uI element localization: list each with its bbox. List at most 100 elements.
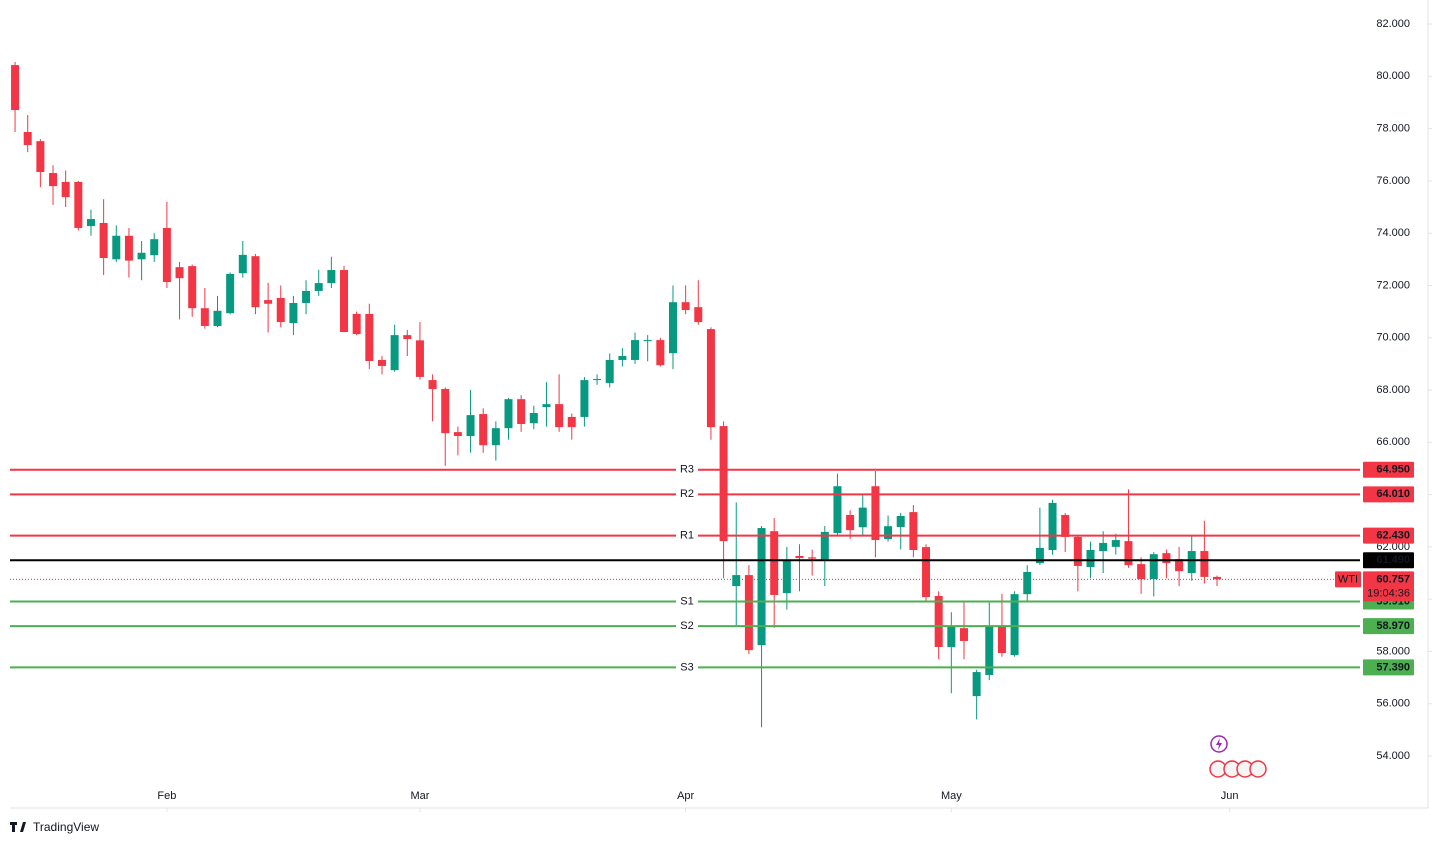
- candle-body: [1200, 551, 1209, 577]
- candle-body: [428, 380, 437, 389]
- candle-body: [997, 626, 1006, 653]
- candle-body: [567, 416, 576, 428]
- candle-body: [732, 575, 741, 587]
- candle-body: [808, 557, 817, 559]
- flag-icon: [1249, 760, 1267, 778]
- x-tick-label: Jun: [1221, 790, 1239, 802]
- candle-body: [643, 340, 652, 342]
- level-name: R2: [680, 488, 694, 500]
- candle-body: [706, 329, 715, 428]
- candle-body: [504, 399, 513, 429]
- y-tick-label: 80.000: [1376, 70, 1410, 82]
- level-name: R3: [680, 464, 694, 476]
- candle-body: [491, 428, 500, 446]
- candle-body: [605, 359, 614, 383]
- level-name-bg: [676, 487, 698, 501]
- candle-body: [871, 486, 880, 541]
- candle-body: [150, 239, 159, 256]
- logo-icon: [10, 822, 26, 832]
- last-name: WTI: [1338, 573, 1358, 585]
- candle-body: [934, 596, 943, 647]
- candle-body: [618, 356, 627, 360]
- candle-body: [175, 267, 184, 279]
- watermark: TradingView: [33, 820, 99, 834]
- candle-body: [833, 486, 842, 534]
- candle-body: [466, 415, 475, 437]
- candle-body: [124, 235, 133, 261]
- candle-body: [1137, 564, 1146, 580]
- candle-body: [390, 335, 399, 371]
- candle-body: [340, 270, 349, 332]
- level-name: R1: [680, 530, 694, 542]
- level-label: 61.490: [1376, 554, 1410, 566]
- candle-body: [23, 132, 32, 146]
- candle-body: [1073, 536, 1082, 566]
- y-tick-label: 54.000: [1376, 750, 1410, 762]
- y-tick-label: 68.000: [1376, 384, 1410, 396]
- candle-body: [922, 547, 931, 598]
- level-label-bg: [1363, 461, 1414, 478]
- candle-body: [365, 313, 374, 361]
- y-tick-label: 72.000: [1376, 279, 1410, 291]
- level-name-bg: [676, 594, 698, 608]
- candle-body: [1048, 502, 1057, 550]
- candle-body: [441, 388, 450, 434]
- event-icons: [1209, 735, 1267, 778]
- last-label-bg: [1363, 571, 1414, 602]
- level-name-bg: [676, 619, 698, 633]
- candle-body: [327, 270, 336, 284]
- candle-body: [11, 65, 20, 111]
- candle-body: [302, 290, 311, 303]
- y-tick-label: 76.000: [1376, 175, 1410, 187]
- candle-body: [668, 302, 677, 354]
- candle-body: [542, 404, 551, 408]
- candle-body: [1086, 549, 1095, 567]
- level-label: 62.430: [1376, 530, 1410, 542]
- candle-body: [453, 432, 462, 437]
- candle-body: [226, 273, 235, 314]
- event-icon: [1216, 738, 1222, 750]
- candle-body: [959, 628, 968, 641]
- y-tick-label: 62.000: [1376, 541, 1410, 553]
- candle-body: [846, 514, 855, 531]
- candle-body: [86, 219, 95, 227]
- candle-body: [112, 235, 121, 260]
- candle-body: [1213, 576, 1222, 580]
- candle-body: [479, 414, 488, 446]
- candle-body: [985, 626, 994, 675]
- candle-body: [1061, 514, 1070, 537]
- x-tick-label: Apr: [677, 790, 694, 802]
- candle-body: [74, 181, 83, 228]
- candle-body: [555, 404, 564, 428]
- last-name-bg: [1335, 571, 1361, 588]
- candle-body: [631, 340, 640, 360]
- candle-body: [36, 141, 45, 173]
- level-label: 64.950: [1376, 464, 1410, 476]
- candle-body: [782, 560, 791, 594]
- candle-body: [517, 399, 526, 424]
- candle-body: [1187, 551, 1196, 573]
- level-name: S2: [680, 620, 693, 632]
- y-tick-label: 66.000: [1376, 436, 1410, 448]
- last-label: 60.757: [1376, 573, 1410, 585]
- candle-body: [909, 512, 918, 550]
- candle-body: [1175, 559, 1184, 572]
- candle-body: [99, 222, 108, 259]
- x-tick-label: Mar: [410, 790, 429, 802]
- candle-body: [656, 340, 665, 366]
- x-tick-label: May: [941, 790, 962, 802]
- level-name-bg: [676, 462, 698, 476]
- candle-body: [49, 173, 58, 187]
- candle-body: [403, 335, 412, 340]
- candle-body: [200, 308, 209, 326]
- candle-body: [352, 313, 361, 335]
- level-name-bg: [676, 660, 698, 674]
- candle-body: [795, 556, 804, 559]
- candle-body: [314, 283, 323, 291]
- level-label: 57.390: [1376, 661, 1410, 673]
- candle-body: [238, 254, 247, 274]
- countdown: 19:04:36: [1367, 587, 1410, 599]
- level-label-bg: [1363, 527, 1414, 544]
- candle-body: [744, 575, 753, 651]
